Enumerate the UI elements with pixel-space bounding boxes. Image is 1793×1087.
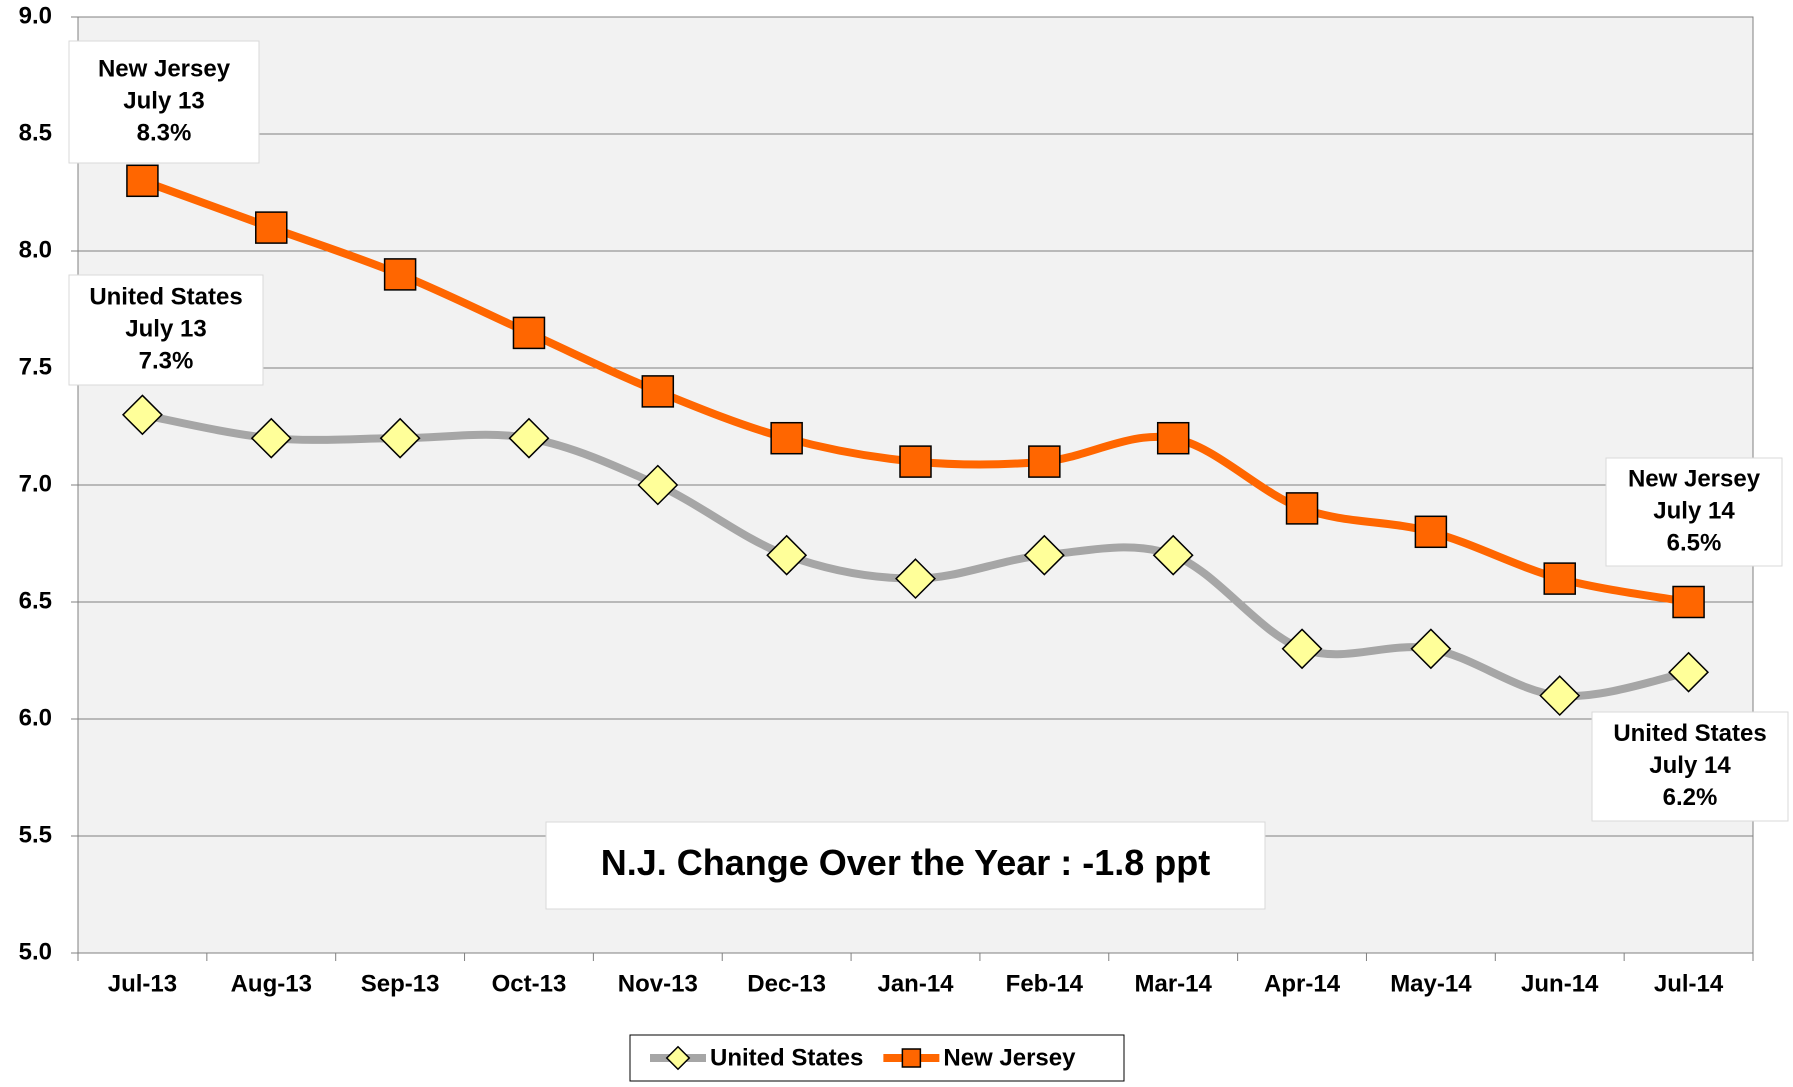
y-tick-label: 5.5 — [19, 821, 52, 848]
annotation-text: July 14 — [1653, 497, 1735, 524]
marker — [508, 417, 550, 459]
marker — [1028, 445, 1061, 478]
annotation-box — [68, 274, 264, 386]
marker — [1410, 628, 1452, 670]
marker — [1668, 651, 1710, 693]
marker — [1539, 675, 1581, 717]
marker — [383, 258, 417, 291]
annotation-box — [1605, 457, 1783, 567]
x-tick-label: Dec-13 — [747, 970, 826, 997]
marker — [901, 1048, 922, 1068]
x-tick-label: Nov-13 — [618, 970, 698, 997]
annotation-text: 6.5% — [1667, 529, 1722, 556]
marker — [641, 375, 675, 408]
x-tick-label: Feb-14 — [1006, 970, 1084, 997]
annotation-text: New Jersey — [1628, 465, 1761, 492]
y-tick-label: 8.0 — [19, 236, 52, 263]
marker — [121, 394, 163, 436]
annotation-text: 6.2% — [1663, 784, 1718, 811]
x-tick-label: May-14 — [1390, 970, 1472, 997]
annotation-box — [545, 821, 1266, 910]
marker — [250, 417, 292, 459]
x-tick-label: Mar-14 — [1135, 970, 1213, 997]
annotation-box — [1591, 711, 1789, 822]
y-tick-label: 7.5 — [19, 353, 52, 380]
y-tick-label: 8.5 — [19, 119, 52, 146]
marker — [1414, 515, 1448, 549]
marker — [770, 421, 803, 455]
marker — [1023, 534, 1065, 576]
annotation-text: July 13 — [125, 315, 206, 342]
x-tick-label: Jan-14 — [877, 970, 954, 997]
annotation-text: 7.3% — [139, 347, 194, 374]
marker — [1543, 562, 1576, 595]
marker — [899, 445, 932, 478]
marker — [1281, 628, 1323, 670]
marker — [1672, 585, 1705, 619]
x-tick-label: Jul-14 — [1654, 970, 1724, 997]
legend-label: United States — [710, 1044, 863, 1071]
marker — [379, 417, 421, 459]
annotation-text: United States — [89, 283, 242, 310]
marker — [126, 164, 159, 198]
x-tick-label: Jun-14 — [1521, 970, 1599, 997]
marker — [1152, 534, 1194, 576]
x-tick-label: Apr-14 — [1264, 970, 1341, 997]
x-tick-label: Aug-13 — [231, 970, 312, 997]
annotation-text: New Jersey — [98, 55, 231, 82]
marker — [665, 1045, 691, 1071]
marker — [895, 558, 936, 600]
legend-label: New Jersey — [943, 1044, 1076, 1071]
annotation-text: 8.3% — [137, 119, 192, 146]
annotation-text: July 13 — [123, 87, 204, 114]
marker — [766, 534, 808, 576]
y-tick-label: 9.0 — [19, 2, 52, 29]
marker — [1285, 492, 1319, 525]
annotation-text: July 14 — [1649, 752, 1731, 779]
y-tick-label: 5.0 — [19, 938, 52, 965]
x-tick-label: Jul-13 — [108, 970, 177, 997]
annotation-text: N.J. Change Over the Year : -1.8 ppt — [601, 842, 1211, 883]
y-tick-label: 6.0 — [19, 704, 52, 731]
y-tick-label: 6.5 — [19, 587, 52, 614]
legend-box — [629, 1034, 1125, 1082]
x-tick-label: Sep-13 — [361, 970, 440, 997]
annotation-text: United States — [1613, 720, 1766, 747]
x-tick-label: Oct-13 — [492, 970, 567, 997]
annotation-box — [68, 40, 260, 164]
y-tick-label: 7.0 — [19, 470, 52, 497]
marker — [637, 464, 679, 506]
marker — [512, 316, 546, 350]
marker — [1156, 421, 1190, 455]
marker — [255, 211, 288, 244]
